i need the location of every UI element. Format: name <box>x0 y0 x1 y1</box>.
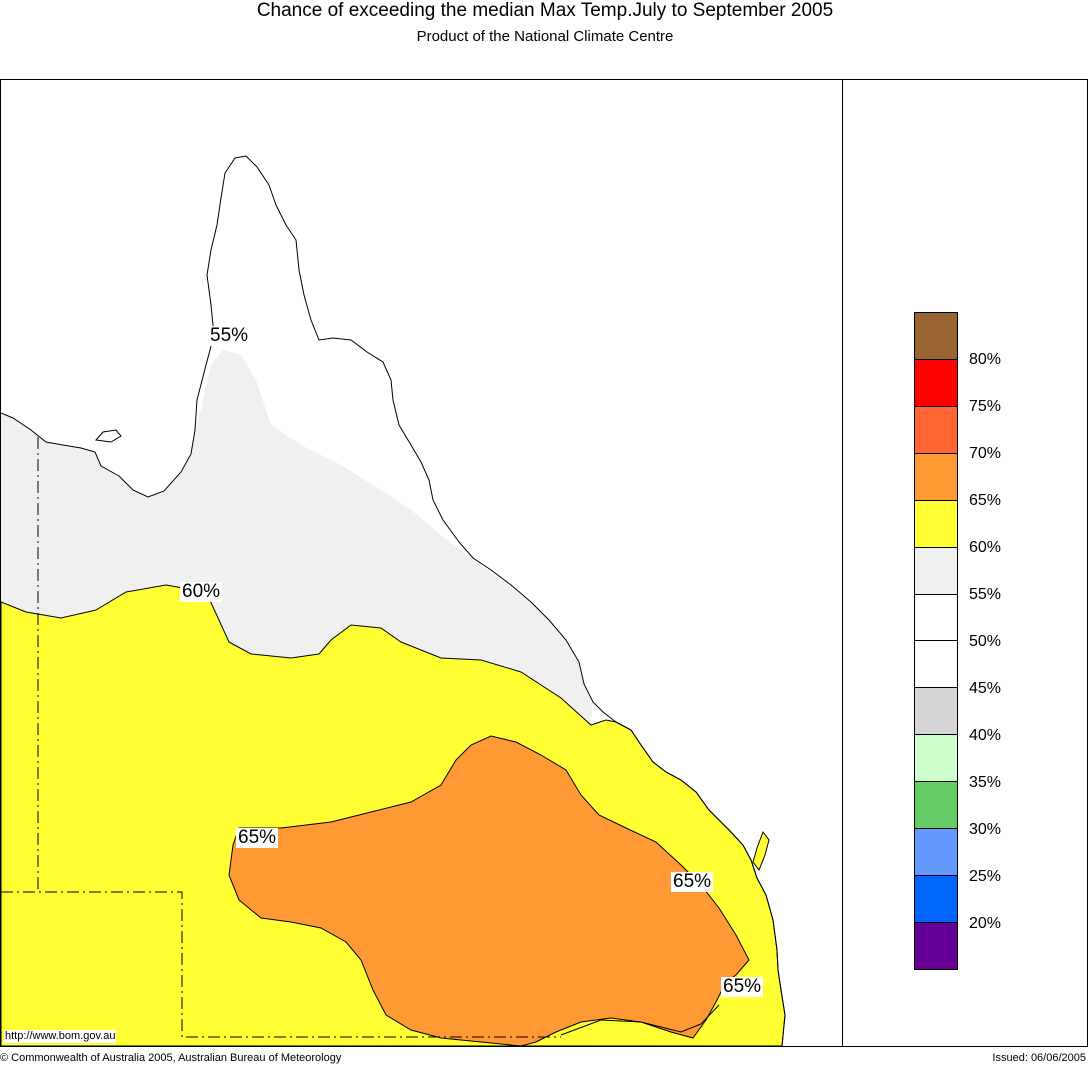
legend-swatch <box>915 359 957 407</box>
legend-swatch <box>915 500 957 548</box>
fraser-island <box>752 830 770 872</box>
legend-swatch <box>915 313 957 360</box>
state-border-sa <box>1 891 561 1038</box>
legend-swatch <box>915 782 957 830</box>
map-frame <box>0 79 1088 1047</box>
contour-label-60: 60% <box>180 581 223 602</box>
legend-swatch <box>915 688 957 736</box>
contour-label-65-west: 65% <box>236 827 279 848</box>
legend-swatch <box>915 735 957 783</box>
legend-label: 60% <box>969 539 1002 556</box>
legend-swatch <box>915 406 957 454</box>
region-65-70 <box>228 735 750 1046</box>
contour-label-55: 55% <box>208 325 251 346</box>
legend-swatch <box>915 922 957 969</box>
copyright-notice: © Commonwealth of Australia 2005, Austra… <box>0 1052 342 1064</box>
legend-label: 50% <box>969 633 1002 650</box>
legend-label: 45% <box>969 680 1002 697</box>
coastline <box>1 155 786 1046</box>
issued-date: Issued: 06/06/2005 <box>992 1052 1086 1064</box>
legend-label: 75% <box>969 398 1002 415</box>
legend-swatch <box>915 547 957 595</box>
legend-label: 20% <box>969 915 1002 932</box>
contour-label-65-south: 65% <box>721 976 764 997</box>
gulf-island <box>95 429 122 443</box>
bom-url[interactable]: http://www.bom.gov.au <box>4 1030 117 1043</box>
legend-label: 30% <box>969 821 1002 838</box>
legend-swatch <box>915 829 957 877</box>
contour-label-65-east: 65% <box>671 871 714 892</box>
probability-map <box>1 155 786 1046</box>
legend-label: 35% <box>969 774 1002 791</box>
legend-swatch <box>915 594 957 642</box>
legend-swatch <box>915 641 957 689</box>
legend-swatch <box>915 876 957 923</box>
legend-color-bar <box>914 312 958 970</box>
map-subtitle: Product of the National Climate Centre <box>416 28 674 45</box>
legend-label: 70% <box>969 445 1002 462</box>
legend-divider <box>842 79 843 1047</box>
legend-label: 65% <box>969 492 1002 509</box>
legend-label: 55% <box>969 586 1002 603</box>
legend-label: 80% <box>969 351 1002 368</box>
region-55-60 <box>1 350 593 725</box>
contour-65-south <box>560 1004 720 1036</box>
legend-label: 25% <box>969 868 1002 885</box>
map-title: Chance of exceeding the median Max Temp.… <box>256 0 834 21</box>
legend-swatch <box>915 453 957 501</box>
legend-label: 40% <box>969 727 1002 744</box>
